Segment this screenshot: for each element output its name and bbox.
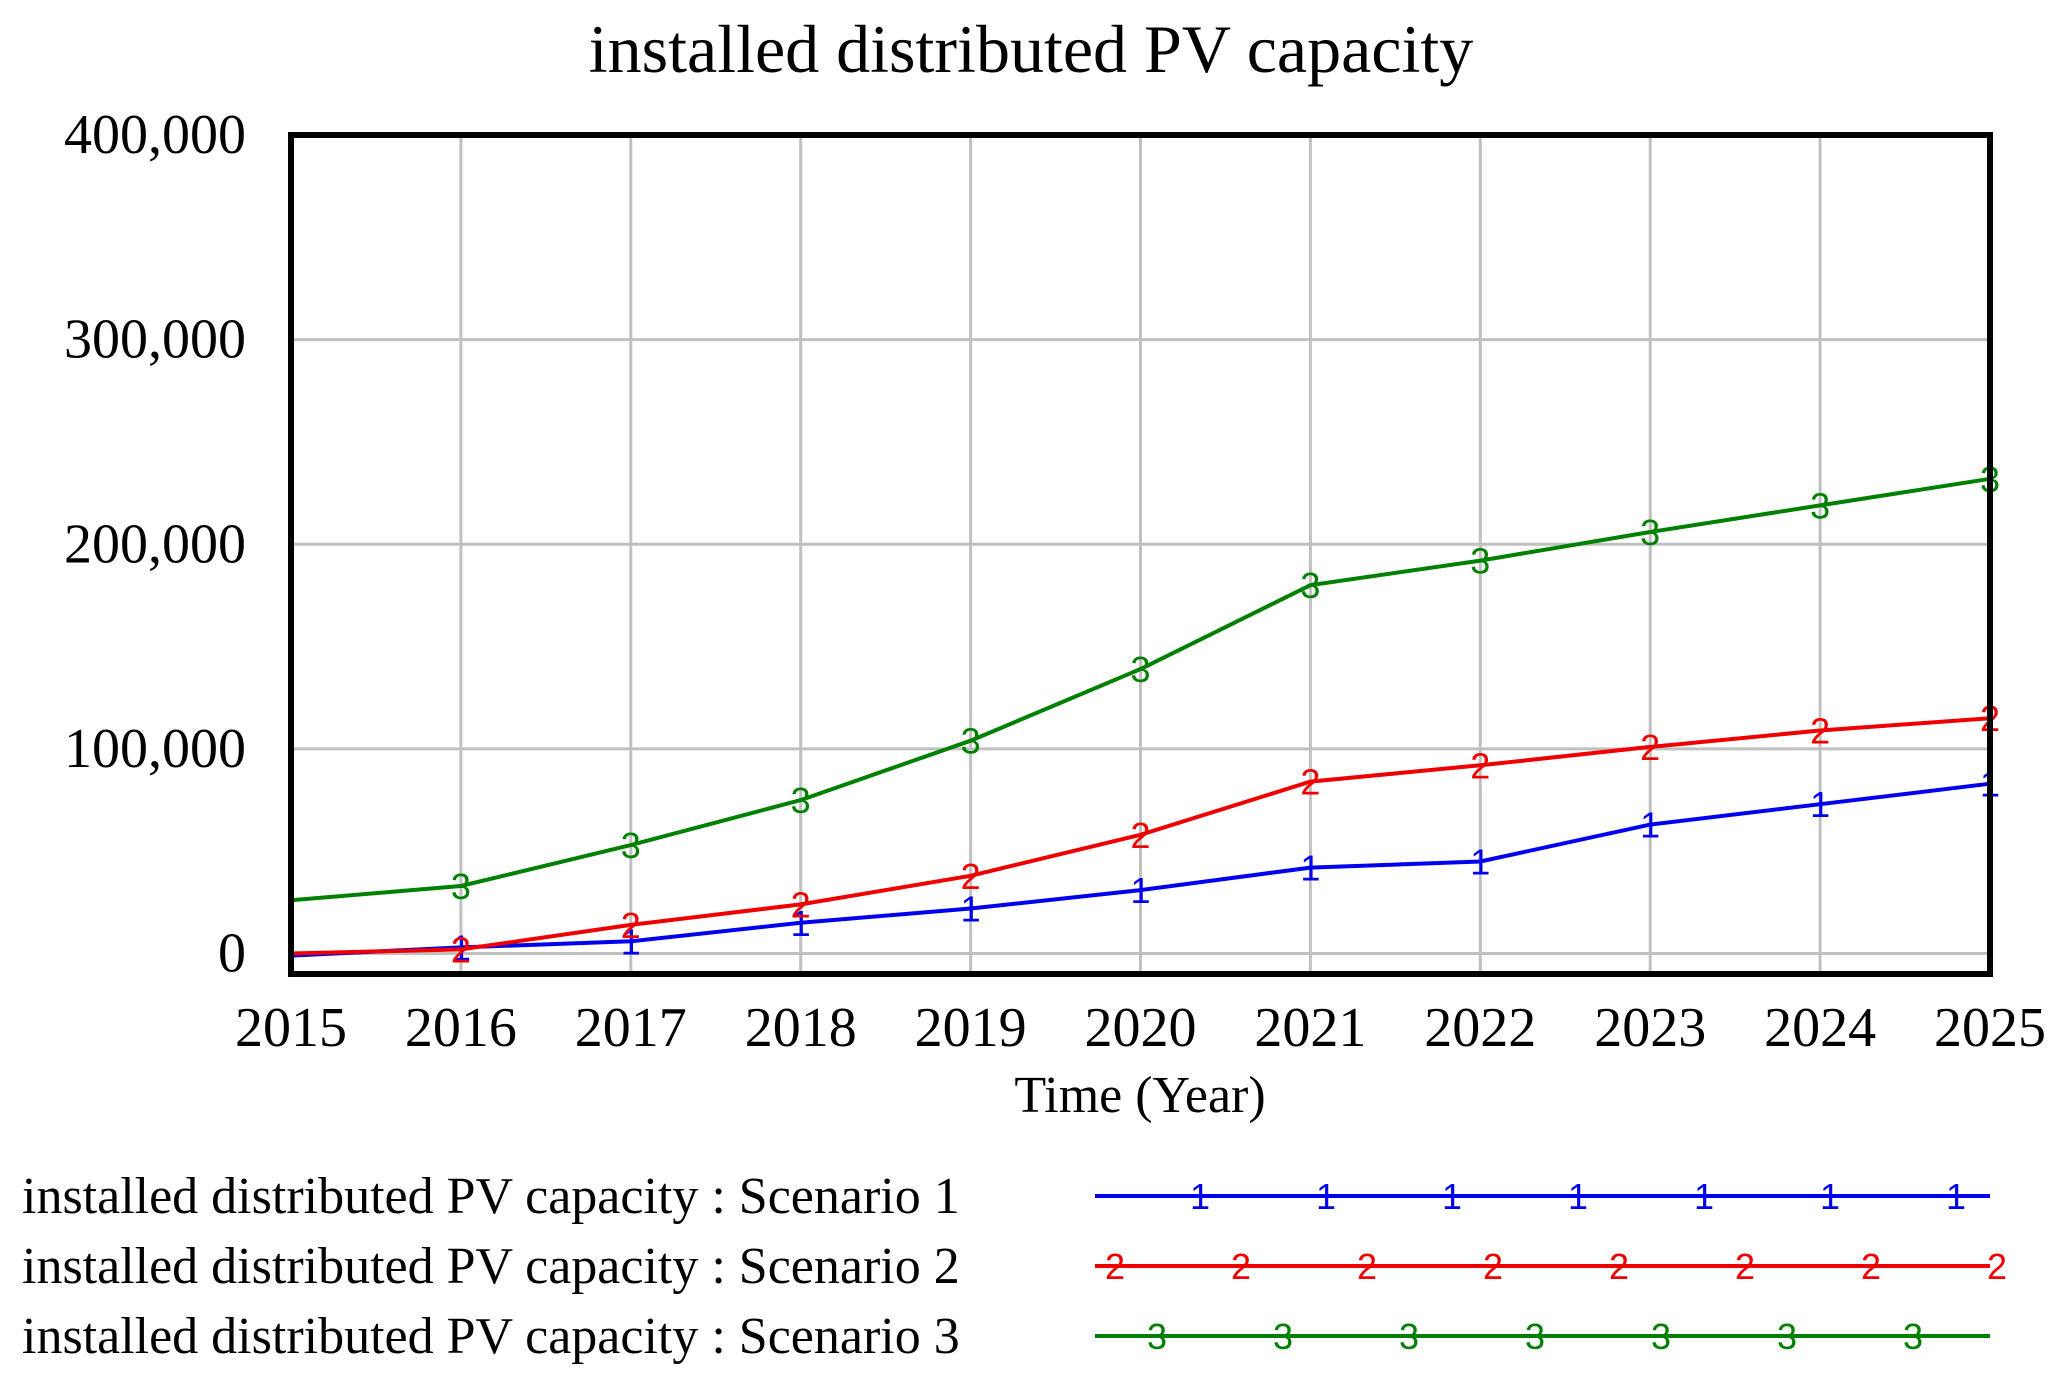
- y-tick-label: 300,000: [64, 309, 246, 371]
- data-point-scenario-3: 3: [1300, 565, 1320, 606]
- legend-marker-scenario-3: 3: [1147, 1316, 1167, 1357]
- x-tick-label: 2022: [1424, 997, 1536, 1059]
- x-tick-label: 2016: [405, 997, 517, 1059]
- data-point-scenario-1: 1: [791, 903, 811, 944]
- legend-marker-scenario-3: 3: [1903, 1316, 1923, 1357]
- data-point-scenario-3: 3: [451, 866, 471, 907]
- legend-marker-scenario-3: 3: [1399, 1316, 1419, 1357]
- legend-marker-scenario-3: 3: [1777, 1316, 1797, 1357]
- legend-marker-scenario-2: 2: [1105, 1246, 1125, 1287]
- y-tick-label: 400,000: [64, 104, 246, 166]
- data-point-scenario-2: 2: [1810, 710, 1830, 751]
- data-point-scenario-1: 1: [1470, 841, 1490, 882]
- legend-marker-scenario-2: 2: [1483, 1246, 1503, 1287]
- data-point-scenario-1: 1: [1640, 805, 1660, 846]
- legend-marker-scenario-2: 2: [1987, 1246, 2007, 1287]
- y-tick-label: 0: [218, 923, 246, 985]
- x-tick-label: 2024: [1764, 997, 1876, 1059]
- data-point-scenario-1: 1: [1300, 848, 1320, 889]
- data-point-scenario-3: 3: [961, 721, 981, 762]
- legend-label-scenario-3: installed distributed PV capacity : Scen…: [22, 1308, 960, 1365]
- x-tick-label: 2018: [745, 997, 857, 1059]
- x-tick-label: 2017: [575, 997, 687, 1059]
- data-point-scenario-1: 1: [1810, 784, 1830, 825]
- legend-marker-scenario-2: 2: [1861, 1246, 1881, 1287]
- legend-marker-scenario-1: 1: [1316, 1176, 1336, 1217]
- data-point-scenario-3: 3: [1130, 649, 1150, 690]
- chart-title: installed distributed PV capacity: [589, 11, 1473, 87]
- data-point-scenario-2: 2: [1130, 815, 1150, 856]
- legend-marker-scenario-2: 2: [1609, 1246, 1629, 1287]
- data-point-scenario-1: 1: [621, 921, 641, 962]
- legend-marker-scenario-3: 3: [1525, 1316, 1545, 1357]
- x-tick-label: 2021: [1254, 997, 1366, 1059]
- x-axis-ticks: 2015 2016 2017 2018 2019 2020 2021 2022 2023 2024…: [235, 997, 2046, 1059]
- data-point-scenario-3: 3: [791, 780, 811, 821]
- legend-marker-scenario-3: 3: [1273, 1316, 1293, 1357]
- y-tick-label: 200,000: [64, 513, 246, 575]
- legend-label-scenario-2: installed distributed PV capacity : Scen…: [22, 1238, 960, 1295]
- series-line-scenario-2: [290, 716, 1991, 956]
- data-point-scenario-2: 2: [451, 929, 471, 970]
- grid: [291, 135, 1990, 974]
- legend-marker-scenario-2: 2: [1357, 1246, 1377, 1287]
- data-point-scenario-2: 2: [1640, 727, 1660, 768]
- data-point-scenario-2: 2: [961, 856, 981, 897]
- legend-marker-scenario-1: 1: [1190, 1176, 1210, 1217]
- data-point-scenario-3: 3: [1470, 541, 1490, 582]
- legend-marker-scenario-1: 1: [1820, 1176, 1840, 1217]
- series-line-scenario-3: [290, 476, 1991, 903]
- x-tick-label: 2020: [1085, 997, 1197, 1059]
- y-tick-label: 100,000: [64, 718, 246, 780]
- legend-marker-scenario-2: 2: [1735, 1246, 1755, 1287]
- x-tick-label: 2019: [915, 997, 1027, 1059]
- data-point-scenario-2: 2: [621, 905, 641, 946]
- x-axis-label: Time (Year): [1014, 1067, 1265, 1124]
- data-point-scenario-2: 2: [791, 884, 811, 925]
- legend-label-scenario-1: installed distributed PV capacity : Scen…: [22, 1168, 960, 1225]
- legend: installed distributed PV capacity : Scen…: [22, 1168, 2007, 1365]
- data-point-scenario-3: 3: [1640, 512, 1660, 553]
- legend-marker-scenario-2: 2: [1231, 1246, 1251, 1287]
- x-tick-label: 2025: [1934, 997, 2046, 1059]
- legend-marker-scenario-1: 1: [1946, 1176, 1966, 1217]
- legend-marker-scenario-1: 1: [1568, 1176, 1588, 1217]
- x-tick-label: 2015: [235, 997, 347, 1059]
- data-point-scenario-3: 3: [1810, 485, 1830, 526]
- data-point-scenario-2: 2: [1470, 745, 1490, 786]
- legend-marker-scenario-3: 3: [1651, 1316, 1671, 1357]
- data-point-scenario-1: 1: [1130, 870, 1150, 911]
- series-line-scenario-1: [290, 781, 1991, 958]
- data-point-scenario-2: 2: [1300, 762, 1320, 803]
- plot-frame: [288, 132, 1993, 977]
- data-point-scenario-1: 1: [961, 889, 981, 930]
- x-tick-label: 2023: [1594, 997, 1706, 1059]
- y-axis-ticks: 0 100,000 200,000 300,000 400,000: [64, 104, 246, 985]
- legend-marker-scenario-1: 1: [1442, 1176, 1462, 1217]
- data-point-scenario-3: 3: [621, 825, 641, 866]
- legend-marker-scenario-1: 1: [1694, 1176, 1714, 1217]
